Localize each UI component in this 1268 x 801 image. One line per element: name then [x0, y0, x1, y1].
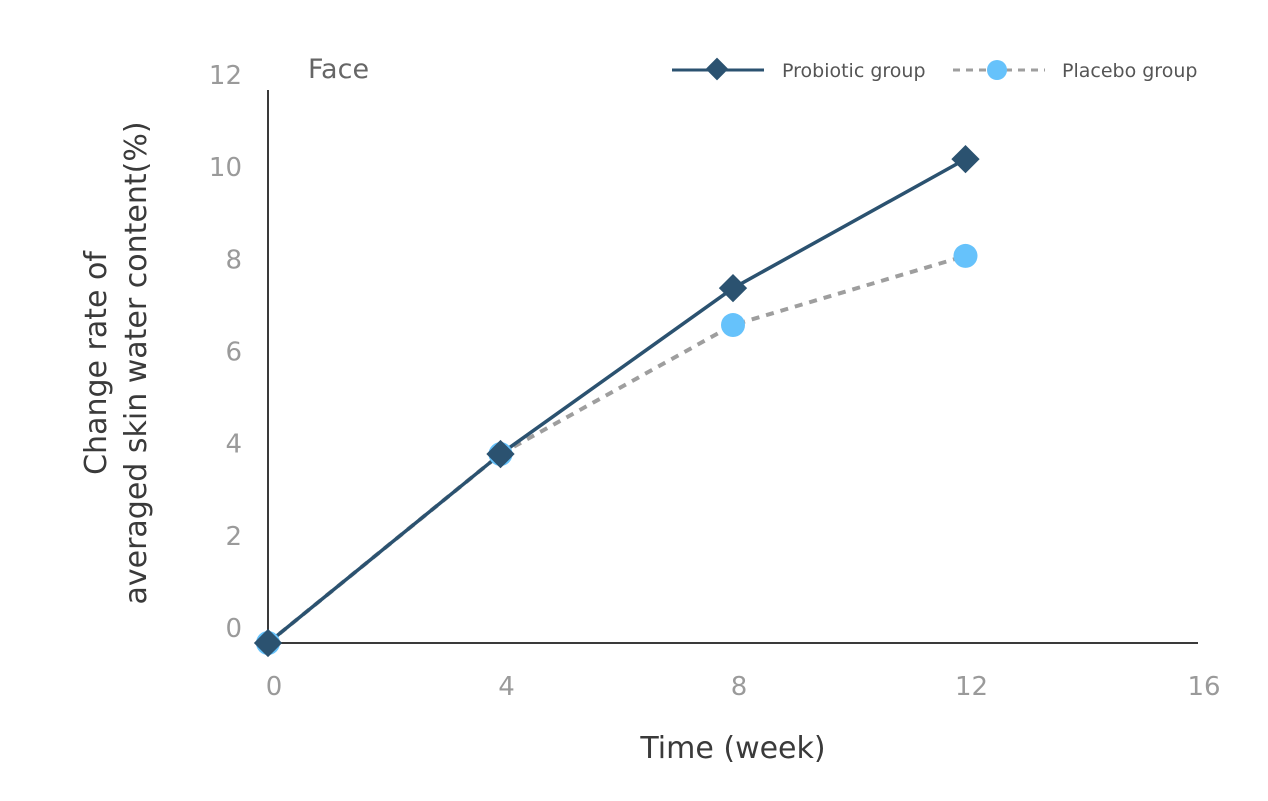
x-tick-labels: 0 4 8 12 16: [266, 672, 1221, 702]
y-tick-label: 8: [225, 245, 242, 275]
y-tick-labels: 0 2 4 6 8 10 12: [209, 61, 242, 644]
legend-probiotic-marker: [705, 57, 729, 81]
series-layer: [253, 144, 980, 658]
legend-probiotic-label: Probiotic group: [782, 60, 926, 82]
probiotic-data-point[interactable]: [951, 144, 980, 174]
y-axis-title-line-2: averaged skin water content(%): [119, 121, 154, 604]
probiotic-data-point[interactable]: [486, 439, 515, 469]
x-tick-label: 16: [1187, 672, 1220, 702]
placebo-series-line: [266, 253, 967, 645]
chart-title: Face: [308, 54, 369, 85]
y-tick-label: 10: [209, 153, 242, 183]
y-tick-label: 2: [225, 522, 242, 552]
placebo-data-point[interactable]: [953, 243, 978, 268]
probiotic-series-line: [266, 157, 967, 645]
x-tick-label: 0: [266, 672, 283, 702]
y-tick-label: 12: [209, 61, 242, 91]
placebo-data-point[interactable]: [721, 313, 745, 338]
x-tick-label: 8: [731, 672, 748, 702]
x-tick-label: 12: [955, 672, 988, 702]
legend: Probiotic group Placebo group: [672, 57, 1197, 82]
y-tick-label: 4: [225, 430, 242, 460]
axes: [267, 90, 1198, 644]
y-tick-label: 0: [225, 614, 242, 644]
y-tick-label: 6: [225, 338, 242, 368]
x-axis-title: Time (week): [639, 731, 825, 766]
legend-placebo-label: Placebo group: [1062, 60, 1197, 82]
legend-item-probiotic[interactable]: Probiotic group: [672, 57, 926, 82]
probiotic-data-point[interactable]: [253, 628, 283, 658]
legend-placebo-marker: [987, 60, 1007, 80]
y-axis-title-line-1: Change rate of: [79, 250, 114, 475]
legend-item-placebo[interactable]: Placebo group: [953, 60, 1197, 82]
x-tick-label: 4: [498, 672, 515, 702]
probiotic-data-point[interactable]: [718, 274, 748, 303]
y-axis-title: Change rate of averaged skin water conte…: [79, 121, 154, 604]
